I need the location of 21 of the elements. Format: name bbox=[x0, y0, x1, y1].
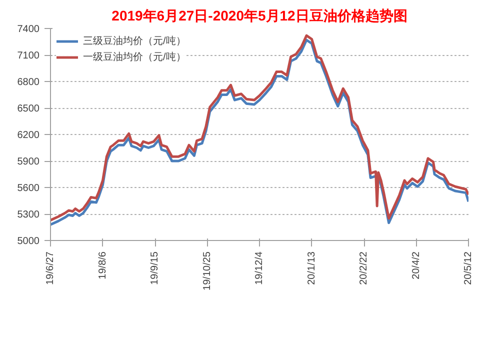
x-tick-label: 19/9/15 bbox=[150, 251, 160, 285]
x-tick-label: 20/2/22 bbox=[358, 251, 370, 285]
x-tick-label: 19/6/27 bbox=[45, 251, 56, 285]
x-tick-label: 19/12/4 bbox=[254, 251, 265, 285]
y-tick-label: 6500 bbox=[17, 104, 40, 114]
legend-label: 三级豆油均价（元/吨） bbox=[83, 34, 186, 48]
x-tick-label: 19/8/6 bbox=[97, 251, 108, 280]
x-tick-label: 20/1/13 bbox=[306, 251, 318, 285]
y-tick-label: 7100 bbox=[17, 50, 40, 62]
x-tick-label: 20/5/12 bbox=[463, 251, 474, 285]
x-tick-label: 20/4/2 bbox=[410, 251, 422, 280]
chart-title: 2019年6月27日-2020年5月12日豆油价格趋势图 bbox=[112, 8, 408, 24]
legend-label: 一级豆油均价（元/吨） bbox=[83, 50, 186, 64]
y-tick-label: 5600 bbox=[17, 183, 40, 194]
y-tick-label: 7400 bbox=[17, 24, 40, 35]
y-tick-label: 6200 bbox=[17, 130, 40, 141]
y-tick-label: 5000 bbox=[17, 236, 40, 247]
y-tick-label: 5300 bbox=[17, 210, 40, 220]
x-tick-label: 19/10/25 bbox=[202, 251, 213, 290]
y-tick-label: 6800 bbox=[17, 77, 40, 88]
y-tick-label: 5900 bbox=[17, 156, 40, 168]
